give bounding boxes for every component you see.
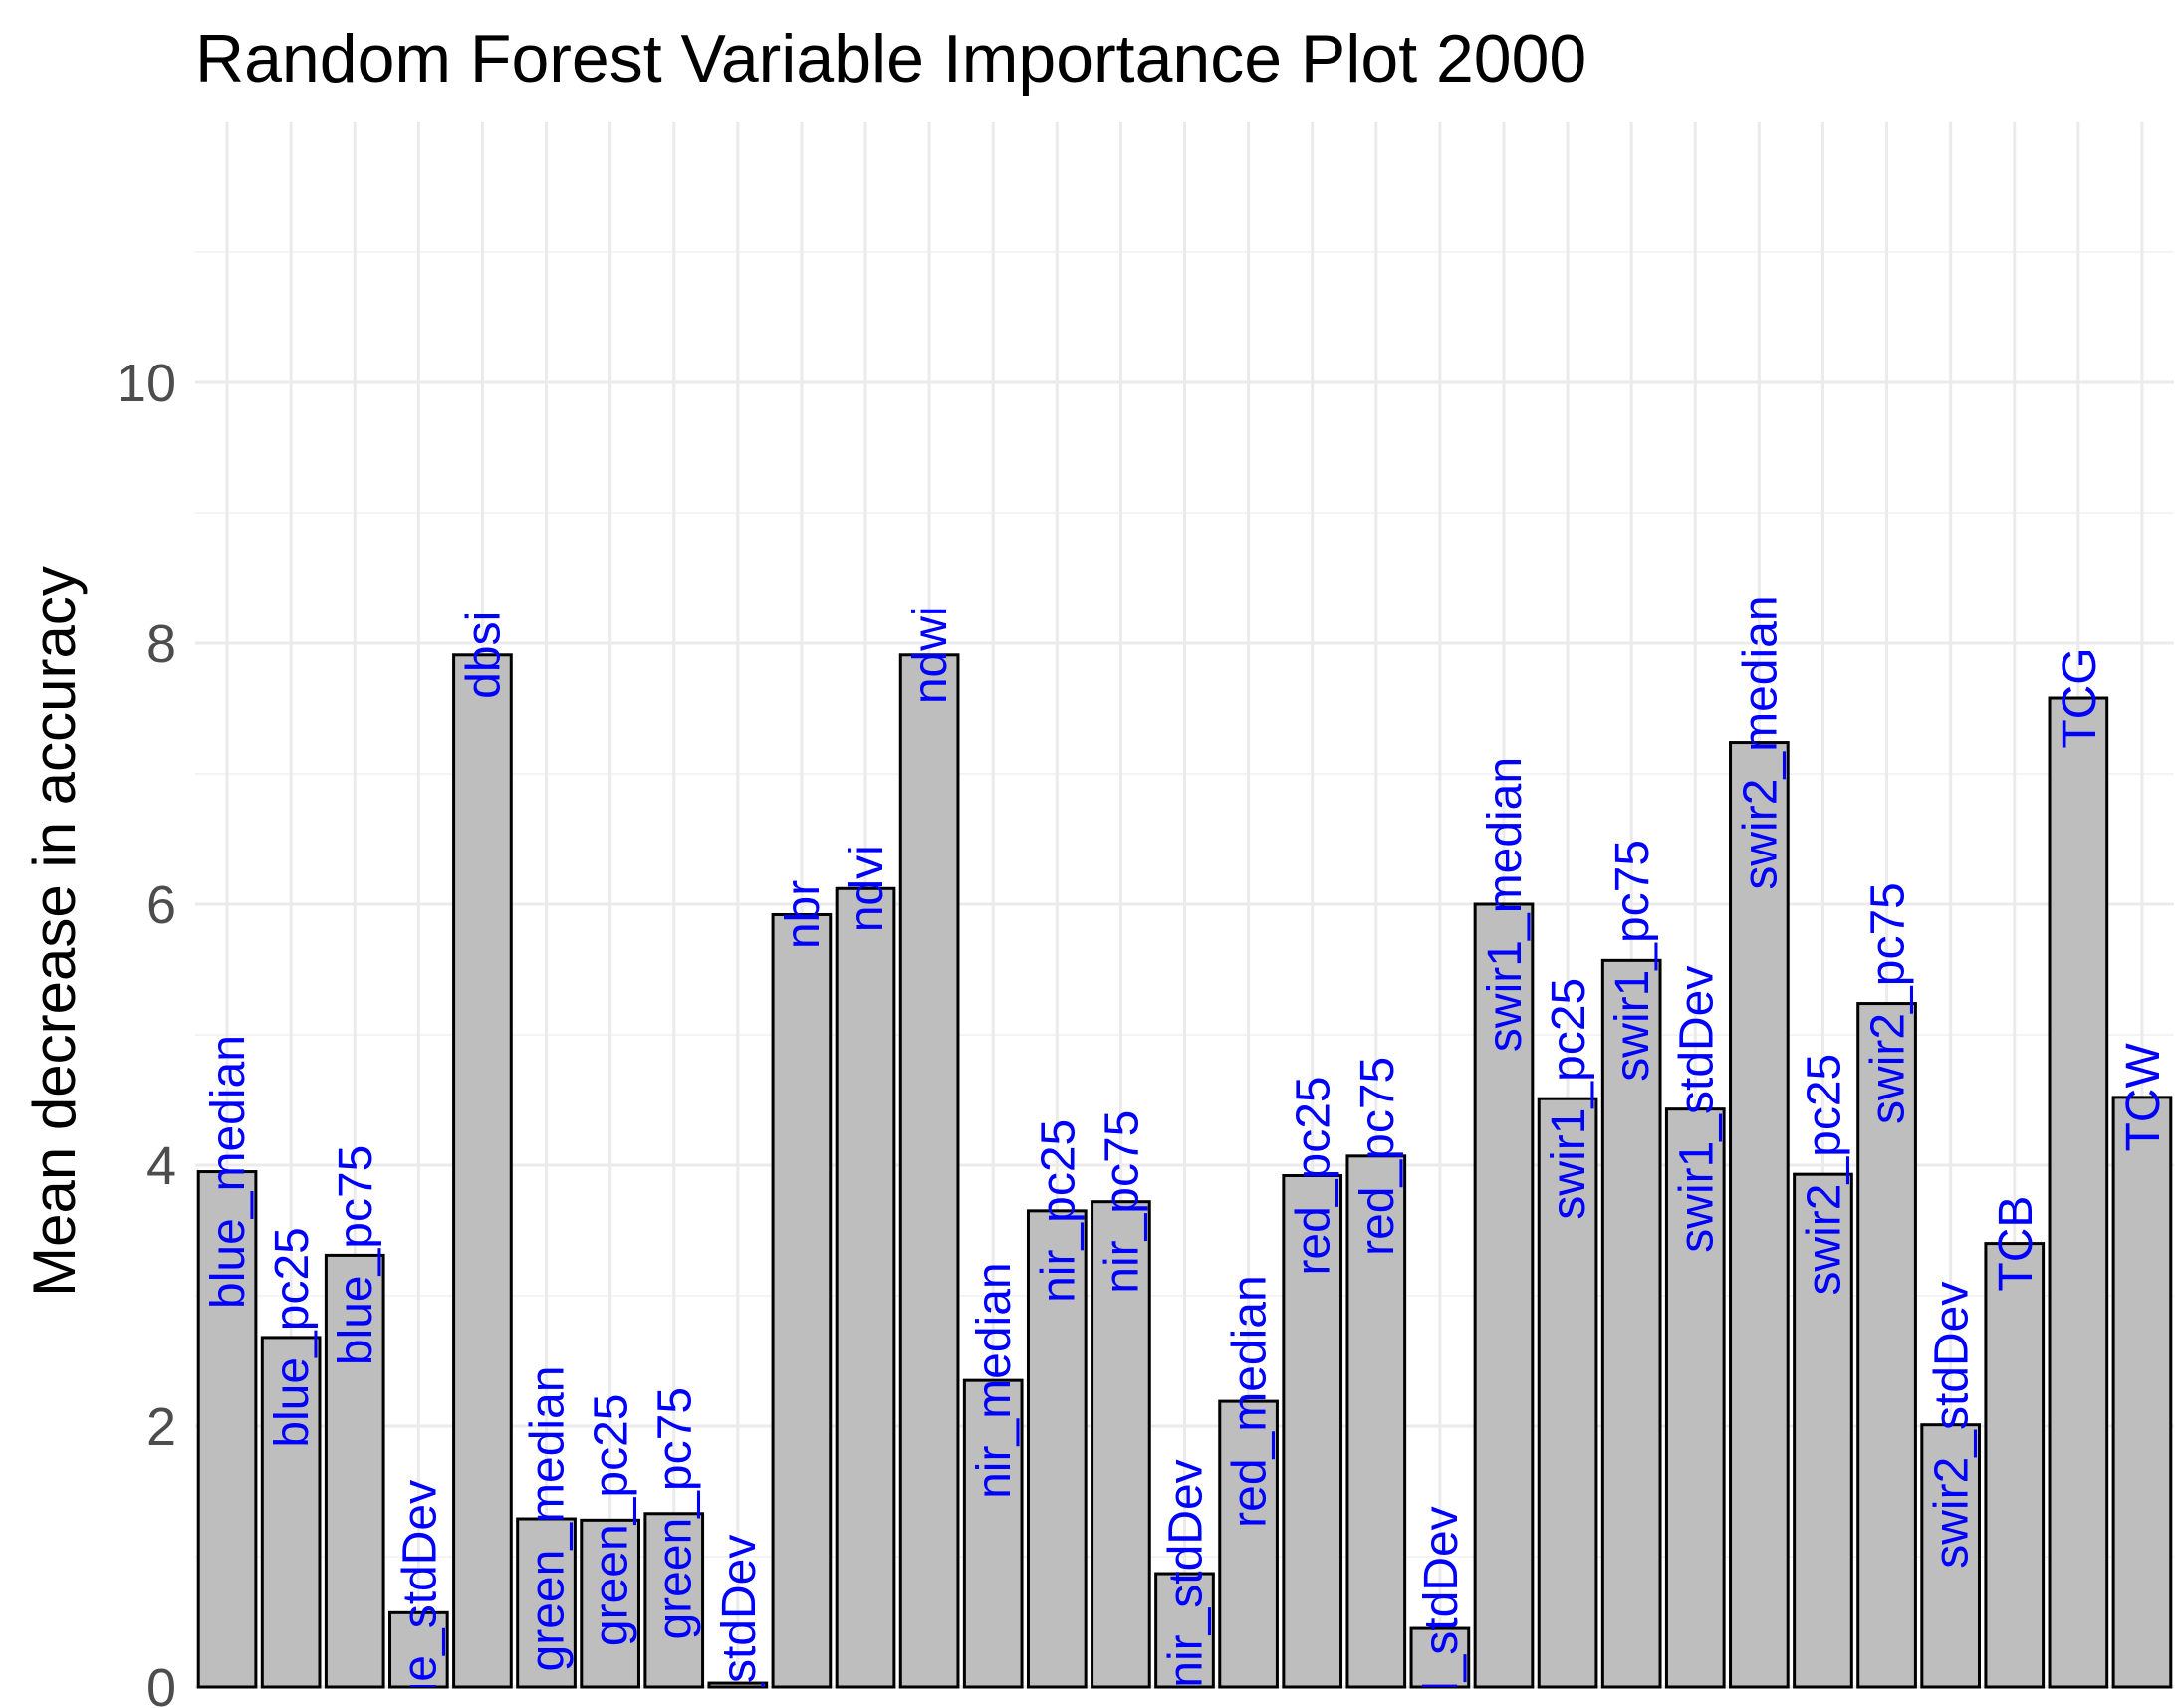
chart-title: Random Forest Variable Importance Plot 2… (195, 21, 1586, 97)
bar-label-ndvi: ndvi (841, 845, 893, 932)
bar-label-swir1_median: swir1_median (1479, 757, 1532, 1052)
bar-label-red_pc75: red_pc75 (1351, 1057, 1404, 1256)
y-tick-label: 2 (146, 1397, 176, 1457)
bar-TCW (2113, 1098, 2171, 1687)
bar-label-TCG: TCG (2054, 647, 2106, 748)
bar-label-blue_pc75: blue_pc75 (330, 1145, 382, 1366)
bar-label-swir2_stdDev: swir2_stdDev (1926, 1282, 1979, 1569)
bar-label-TCW: TCW (2117, 1043, 2170, 1152)
bar-TCG (2050, 698, 2107, 1687)
y-tick-label: 4 (146, 1136, 176, 1196)
bar-label-swir1_pc25: swir1_pc25 (1543, 978, 1595, 1220)
bar-label-nir_pc75: nir_pc75 (1095, 1110, 1148, 1294)
bar-label-blue_pc25: blue_pc25 (266, 1227, 319, 1448)
y-tick-label: 8 (146, 614, 176, 674)
bar-label-green_pc25: green_pc25 (586, 1394, 638, 1647)
bar-nbr (773, 914, 831, 1687)
bar-label-ndwi: ndwi (904, 606, 957, 704)
bar-label-swir2_pc75: swir2_pc75 (1862, 882, 1915, 1124)
y-axis-label: Mean decrease in accuracy (21, 566, 88, 1297)
bar-label-nir_stdDev: nir_stdDev (1160, 1459, 1213, 1687)
bar-label-green_pc75: green_pc75 (649, 1387, 702, 1640)
bar-label-red_median: red_median (1224, 1275, 1277, 1528)
y-tick-label: 10 (117, 354, 176, 413)
bar-label-dbsi: dbsi (457, 611, 510, 699)
bar-label-nir_pc25: nir_pc25 (1032, 1119, 1085, 1303)
bar-label-red_stdDev: red_stdDev (1415, 1506, 1468, 1708)
bar-label-green_median: green_median (522, 1366, 575, 1672)
bar-label-blue_median: blue_median (202, 1035, 255, 1309)
bar-label-TCB: TCB (1990, 1196, 2043, 1292)
bar-label-swir1_pc75: swir1_pc75 (1606, 840, 1659, 1082)
bar-label-swir2_median: swir2_median (1734, 595, 1787, 889)
bar-TCB (1986, 1244, 2044, 1687)
bar-ndvi (837, 888, 894, 1687)
bar-label-swir1_stdDev: swir1_stdDev (1670, 966, 1723, 1253)
bar-label-swir2_pc25: swir2_pc25 (1798, 1054, 1850, 1296)
bar-ndwi (900, 655, 958, 1687)
bar-label-nir_median: nir_median (968, 1262, 1021, 1498)
y-tick-label: 0 (146, 1658, 176, 1708)
y-axis-ticks: 0 2 4 6 8 10 (117, 354, 176, 1708)
y-tick-label: 6 (146, 875, 176, 935)
bar-label-green_stdDev: green_stdDev (713, 1535, 766, 1708)
bar-label-nbr: nbr (777, 880, 830, 949)
bar-label-red_pc25: red_pc25 (1288, 1076, 1340, 1275)
bar-label-blue_stdDev: blue_stdDev (393, 1480, 446, 1708)
bar-dbsi (454, 655, 512, 1687)
